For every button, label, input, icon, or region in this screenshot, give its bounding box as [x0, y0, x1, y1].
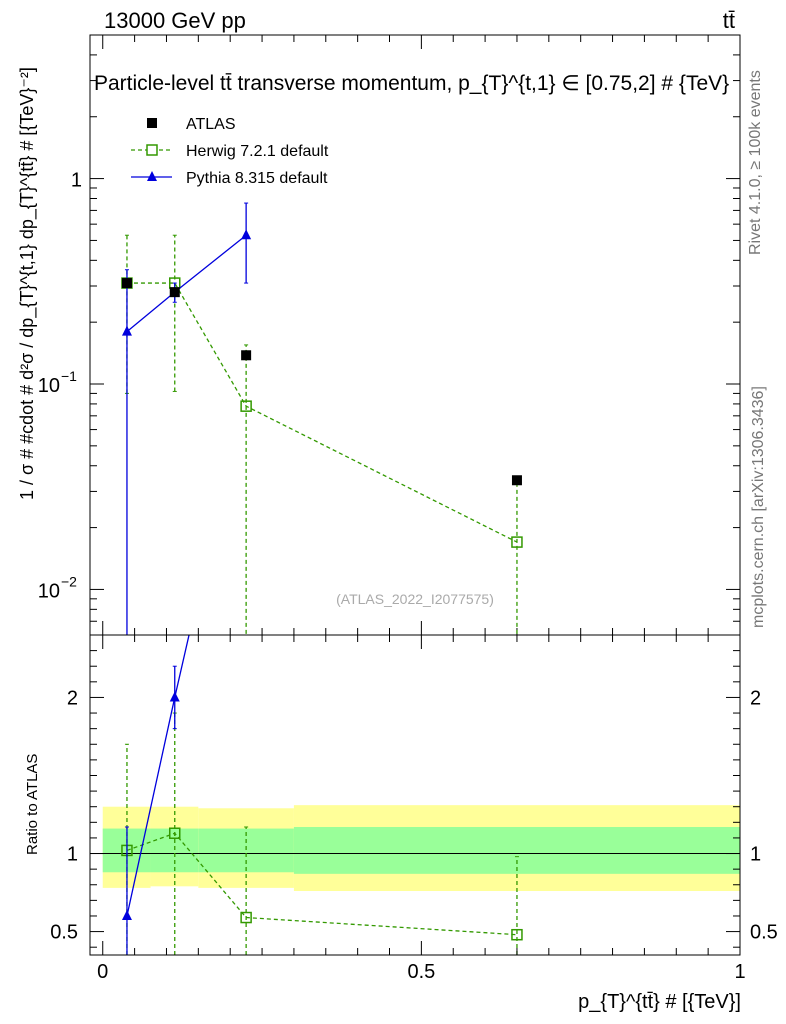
- x-axis-label: p_{T}^{tt̄} # [{TeV}]: [578, 991, 741, 1013]
- pythia-ratio-point: [169, 691, 180, 702]
- pythia-ratio-point: [121, 909, 132, 920]
- pythia-point: [121, 325, 132, 336]
- rivet-label: Rivet 4.1.0, ≥ 100k events: [747, 70, 764, 255]
- ratio-y-tick-label-right: 1: [750, 844, 761, 866]
- legend: ATLAS Herwig 7.2.1 default Pythia 8.315 …: [131, 116, 329, 187]
- legend-pythia-label: Pythia 8.315 default: [186, 170, 328, 187]
- x-tick-label: 0.5: [407, 961, 435, 983]
- main-ticks: 10 −210 −11: [38, 34, 741, 636]
- ratio-y-tick-label-right: 0.5: [750, 922, 778, 944]
- mcplots-label: mcplots.cern.ch [arXiv:1306.3436]: [750, 386, 767, 628]
- ratio-panel: 0.5 0.51 12 20 0.5 1 Ratio to ATLAS p_{T}^{tt…: [24, 634, 778, 1013]
- herwig-ratio-point: [169, 827, 181, 839]
- legend-herwig-marker: [146, 144, 158, 156]
- atlas-point: [241, 350, 252, 361]
- y-tick-label: 1: [71, 170, 82, 192]
- herwig-point: [240, 400, 252, 412]
- herwig-ratio-line: [126, 832, 518, 936]
- y-tick-exponent: −1: [61, 368, 77, 384]
- ratio-frame: [89, 634, 741, 956]
- y-tick-exponent: −2: [61, 573, 77, 589]
- ratio-y-tick-label: 1: [67, 844, 78, 866]
- x-tick-label: 0: [97, 961, 108, 983]
- energy-label: 13000 GeV pp: [104, 8, 246, 33]
- ratio-ylabel: Ratio to ATLAS: [24, 754, 41, 855]
- herwig-ratio-point: [511, 928, 523, 941]
- y-tick-label: 10: [38, 580, 60, 602]
- watermark: (ATLAS_2022_I2077575): [336, 591, 494, 607]
- legend-atlas-marker: [147, 118, 157, 128]
- legend-pythia-marker: [147, 171, 157, 181]
- main-panel: 10 −210 −11 (ATLAS_2022_I2077575) Particle…: [17, 34, 741, 636]
- atlas-point: [511, 475, 522, 486]
- ratio-series: [121, 635, 523, 955]
- ratio-y-tick-label-right: 2: [750, 687, 761, 709]
- chart-title: Particle-level tt̄ transverse momentum, …: [94, 72, 729, 95]
- ratio-bands: [102, 805, 740, 891]
- pythia-point: [241, 229, 252, 240]
- ratio-y-tick-label: 0.5: [50, 922, 78, 944]
- herwig-ratio-point: [240, 911, 252, 924]
- ratio-ticks: 0.5 0.51 12 20 0.5 1: [50, 634, 778, 983]
- process-label: tt̄: [723, 8, 735, 33]
- herwig-point: [511, 536, 523, 548]
- main-ylabel: 1 / σ # #cdot # d²σ / dp_{T}^{t,1} dp_{T…: [17, 67, 38, 500]
- atlas-point: [121, 278, 132, 289]
- atlas-point: [169, 287, 180, 298]
- legend-atlas-label: ATLAS: [186, 116, 236, 133]
- herwig-line: [126, 282, 518, 543]
- x-tick-label: 1: [734, 961, 745, 983]
- uncertainty-band-inner: [293, 827, 740, 874]
- y-tick-label: 10: [38, 375, 60, 397]
- legend-herwig-label: Herwig 7.2.1 default: [186, 143, 329, 160]
- main-series: [121, 202, 523, 635]
- ratio-y-tick-label: 2: [67, 687, 78, 709]
